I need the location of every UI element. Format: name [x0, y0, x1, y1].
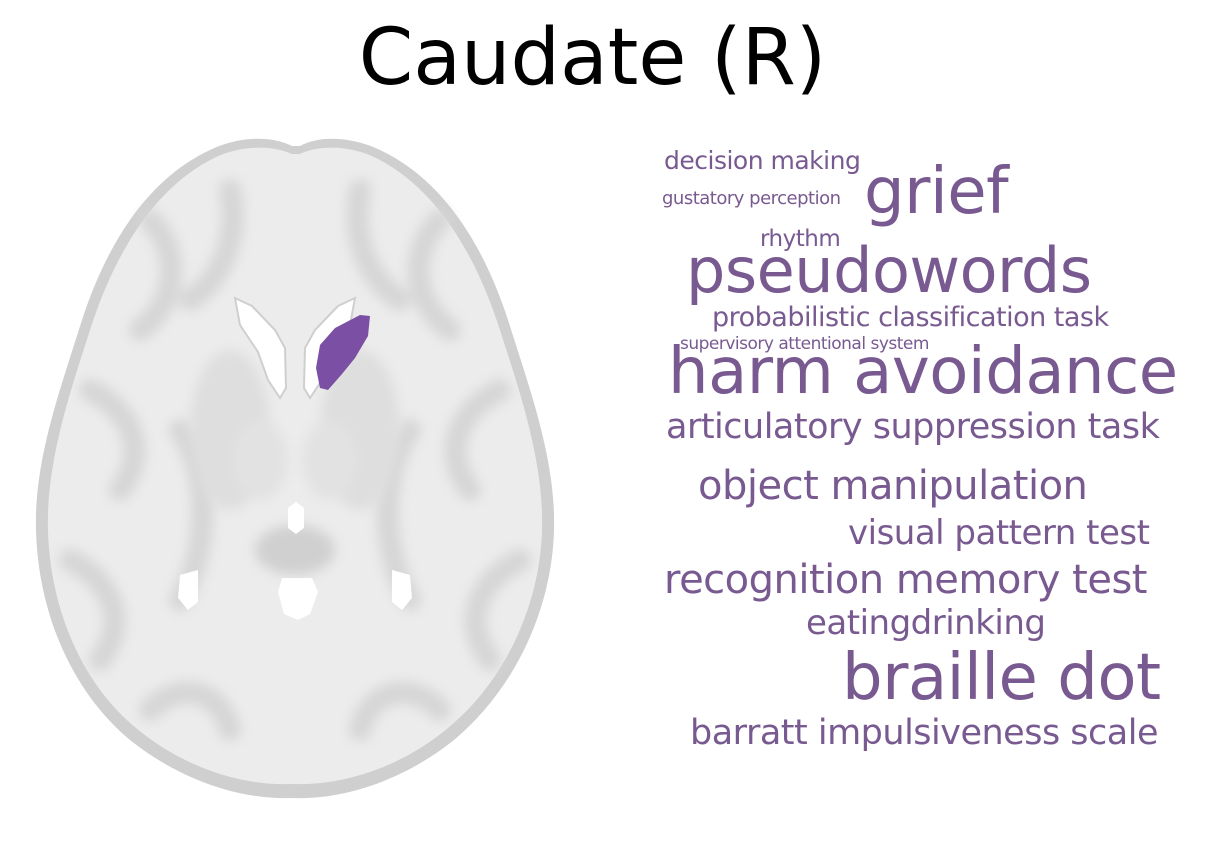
word-gustatory-perception: gustatory perception	[662, 188, 841, 209]
word-grief: grief	[864, 155, 1009, 229]
figure-title: Caudate (R)	[358, 13, 827, 103]
word-barratt-impulsiveness-scale: barratt impulsiveness scale	[690, 713, 1159, 753]
word-object-manipulation: object manipulation	[698, 463, 1088, 509]
word-eatingdrinking: eatingdrinking	[806, 603, 1046, 643]
left-lateral-ventricle	[233, 296, 288, 400]
word-pseudowords: pseudowords	[686, 234, 1092, 307]
word-probabilistic-classification-task: probabilistic classification task	[712, 302, 1109, 333]
word-articulatory-suppression-task: articulatory suppression task	[666, 407, 1160, 447]
third-ventricle	[288, 502, 304, 534]
word-supervisory-attentional-system: supervisory attentional system	[680, 334, 929, 354]
word-rhythm: rhythm	[760, 226, 841, 252]
deep-gray-matter	[190, 350, 400, 575]
left-posterior-horn	[178, 570, 198, 610]
word-decision-making: decision making	[664, 146, 861, 175]
word-cloud: decision making gustatory perception gri…	[640, 130, 1215, 770]
word-recognition-memory-test: recognition memory test	[664, 557, 1148, 603]
brain-slice-svg	[35, 138, 555, 799]
word-braille-dot: braille dot	[842, 641, 1161, 715]
posterior-cistern	[278, 578, 318, 620]
word-visual-pattern-test: visual pattern test	[848, 513, 1150, 553]
word-harm-avoidance: harm avoidance	[668, 335, 1178, 409]
right-posterior-horn	[392, 570, 412, 610]
brain-axial-slice	[30, 130, 560, 810]
caudate-right-highlight	[316, 315, 370, 390]
